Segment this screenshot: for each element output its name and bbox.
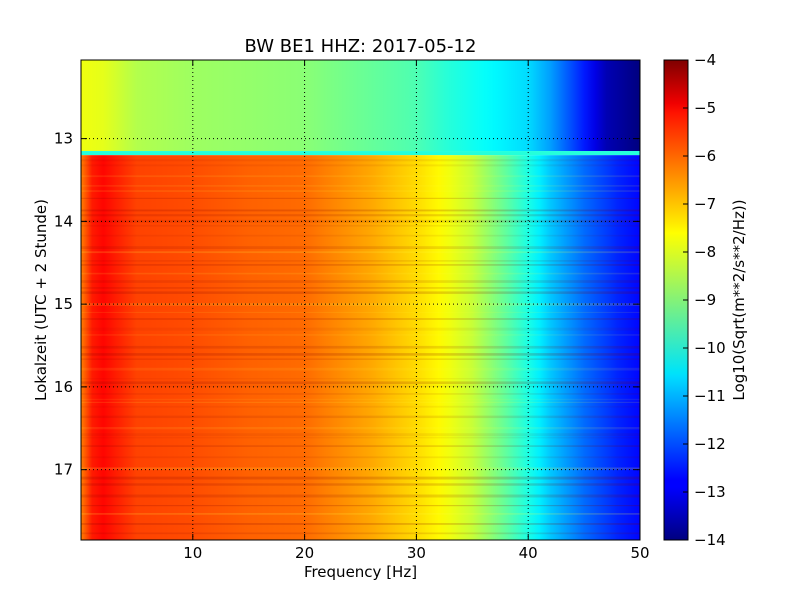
x-tick-label: 50 [630,544,649,562]
spectrogram-texture-line [81,190,640,192]
spectrogram-texture-line [81,260,640,262]
x-axis-label: Frequency [Hz] [304,563,417,581]
spectrogram-texture-line [81,405,640,408]
spectrogram-texture-line [81,436,640,439]
y-axis-label: Lokalzeit (UTC + 2 Stunde) [32,199,50,401]
spectrogram-texture-line [81,334,640,336]
spectrogram-texture-line [81,483,640,486]
y-tick-label: 13 [54,130,73,148]
spectrogram-texture-line [81,381,640,385]
spectrogram-texture-line [81,401,640,403]
colorbar-tick-label: −6 [694,147,716,165]
spectrogram-texture-line [81,251,640,254]
spectrogram-texture-line [81,358,640,360]
spectrogram-texture-line [81,234,640,237]
spectrogram-band [81,155,640,540]
y-tick-label: 17 [54,461,73,479]
colorbar-tick-label: −7 [694,195,716,213]
spectrogram-texture-line [81,393,640,395]
spectrogram-texture-line [81,367,640,371]
spectrogram-texture-line [81,327,640,331]
colorbar-tick-label: −9 [694,291,716,309]
spectrogram-texture-line [81,159,640,162]
colorbar-tick-label: −4 [694,51,716,69]
spectrogram-texture-line [81,197,640,199]
chart-title: BW BE1 HHZ: 2017-05-12 [245,36,477,57]
y-tick-label: 15 [54,295,73,313]
spectrogram-texture-line [81,164,640,167]
spectrogram-texture-line [81,209,640,212]
colorbar-tick-label: −11 [694,387,726,405]
colorbar-tick-label: −8 [694,243,716,261]
spectrogram-texture-line [81,214,640,217]
x-tick-label: 40 [519,544,538,562]
colorbar-tick-label: −12 [694,435,726,453]
spectrogram-texture-line [81,445,640,447]
spectrogram-texture-line [81,532,640,535]
x-tick-label: 10 [183,544,202,562]
spectrogram-texture-line [81,378,640,380]
grid-lines [81,60,640,540]
plot-frame [80,59,641,541]
spectrogram-texture-line [81,398,640,401]
x-tick-label: 30 [407,544,426,562]
y-tick-label: 14 [54,212,73,230]
spectrogram-texture-line [81,427,640,430]
colorbar-ticks: −4 −5 −6 −7 −8 −9 −10 −11 −12 −13 −14 [683,51,726,549]
spectrogram-texture-line [81,415,640,419]
colorbar-tick-label: −10 [694,339,726,357]
colorbar-tick-label: −14 [694,531,726,549]
colorbar-tick-label: −13 [694,483,726,501]
colorbar: −4 −5 −6 −7 −8 −9 −10 −11 −12 −13 −14 [663,51,726,549]
spectrogram-texture-line [81,385,640,387]
spectrogram-texture-line [81,246,640,249]
spectrogram-texture-line [81,185,640,187]
spectrogram-texture-line [81,224,640,227]
spectrogram-texture-line [81,467,640,470]
colorbar-label: Log10(Sqrt(m**2/s**2/Hz)) [730,199,748,400]
spectrogram-texture-line [81,513,640,515]
spectrogram-texture-line [81,175,640,178]
spectrogram-texture-line [81,272,640,275]
spectrogram-heatmap [81,60,640,540]
spectrogram-texture-line [81,280,640,283]
x-tick-label: 20 [295,544,314,562]
x-axis-ticks: 10 20 30 40 50 [183,60,650,562]
spectrogram-texture-line [81,505,640,507]
plot-area: 10 20 30 40 50 13 14 15 16 17 [54,59,650,562]
spectrogram-texture-line [81,433,640,436]
y-axis-ticks: 13 14 15 16 17 [54,130,640,479]
spectrogram-band [81,60,640,152]
spectrogram-texture-line [81,318,640,320]
spectrogram-band [81,151,640,156]
spectrogram-texture-line [81,219,640,223]
spectrogram-texture-line [81,311,640,313]
spectrogram-texture-line [81,345,640,349]
spectrogram-texture-line [81,287,640,289]
spectrogram-texture-line [81,456,640,459]
spectrogram-texture-line [81,264,640,266]
spectrogram-texture-line [81,303,640,306]
spectrogram-texture-line [81,291,640,294]
spectrogram-texture-line [81,476,640,480]
spectrogram-texture-line [81,353,640,356]
spectrogram-texture-line [81,494,640,498]
colorbar-tick-label: −5 [694,99,716,117]
y-tick-label: 16 [54,378,73,396]
spectrogram-texture-line [81,523,640,525]
